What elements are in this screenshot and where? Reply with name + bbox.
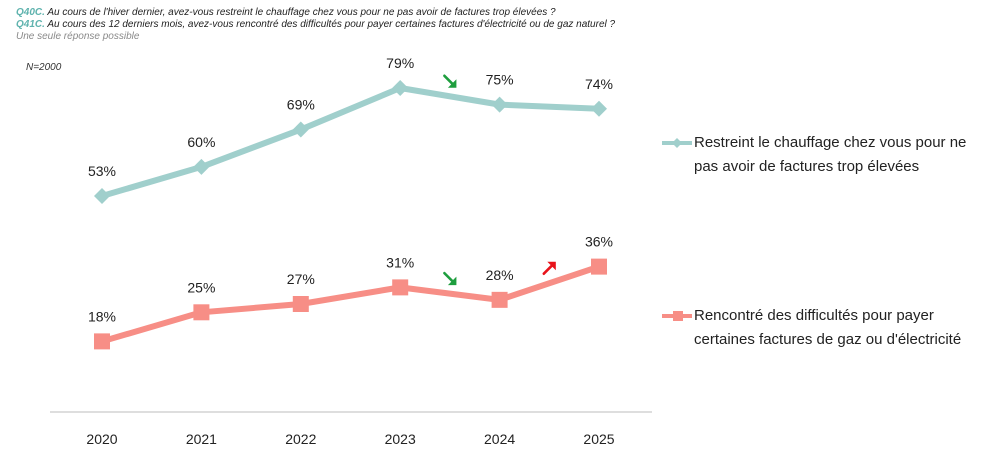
data-point-square <box>392 279 409 296</box>
answer-note: Une seule réponse possible <box>16 31 140 42</box>
series-line <box>99 263 602 345</box>
data-label: 53% <box>88 163 116 179</box>
question-q41c-text: Au cours des 12 derniers mois, avez-vous… <box>44 19 616 30</box>
data-label: 28% <box>486 267 514 283</box>
question-q40c: Q40C. Au cours de l'hiver dernier, avez-… <box>16 7 556 19</box>
data-point-diamond <box>591 100 607 117</box>
data-point-diamond <box>292 121 309 138</box>
x-tick-label: 2020 <box>86 431 117 447</box>
data-point-square <box>94 333 110 350</box>
data-label: 74% <box>585 76 613 92</box>
data-point-diamond <box>491 96 508 113</box>
data-point-diamond <box>94 188 110 204</box>
question-q40c-text: Au cours de l'hiver dernier, avez-vous r… <box>44 7 556 18</box>
legend-marker-square <box>673 311 683 321</box>
question-q41c-code: Q41C. <box>16 19 45 30</box>
legend-label-bills: Rencontré des difficultés pour payer cer… <box>694 307 962 348</box>
x-tick-label: 2023 <box>385 431 416 447</box>
x-tick-label: 2022 <box>285 431 316 447</box>
data-point-diamond <box>193 158 210 175</box>
data-label: 27% <box>287 271 315 287</box>
trend-arrow-up-head-icon <box>547 261 556 271</box>
data-point-diamond <box>392 80 409 96</box>
data-label: 75% <box>486 72 514 88</box>
trend-arrow-down-head-icon <box>447 276 457 286</box>
legend-label-heating: Restreint le chauffage chez vous pour ne… <box>694 134 967 175</box>
data-point-square <box>591 258 607 275</box>
x-tick-label: 2021 <box>186 431 217 447</box>
data-label: 36% <box>585 234 613 250</box>
legend-marker-diamond <box>672 138 682 148</box>
data-point-square <box>491 291 508 308</box>
data-point-square <box>193 304 210 321</box>
trend-arrow-down-head-icon <box>447 79 457 88</box>
data-label: 60% <box>187 134 215 150</box>
data-label: 31% <box>386 254 414 270</box>
x-tick-label: 2025 <box>583 431 614 447</box>
data-label: 25% <box>187 279 215 295</box>
data-point-square <box>292 296 309 312</box>
data-label: 18% <box>88 308 116 324</box>
data-label: 79% <box>386 55 414 71</box>
data-label: 69% <box>287 97 315 113</box>
question-q41c: Q41C. Au cours des 12 derniers mois, ave… <box>16 19 615 31</box>
question-q40c-code: Q40C. <box>16 7 45 18</box>
x-tick-label: 2024 <box>484 431 515 447</box>
sample-size: N=2000 <box>26 62 62 73</box>
series-line <box>99 85 602 199</box>
